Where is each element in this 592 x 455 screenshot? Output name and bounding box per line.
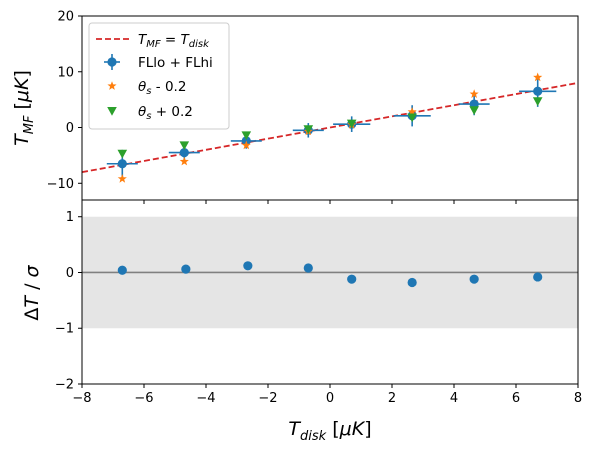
data-point-triangle-down [179,141,190,151]
legend-label-fllo-flhi: FLlo + FLhi [138,55,213,71]
legend-marker-circle [107,57,117,67]
legend-label-theta-minus: θs - 0.2 [138,79,186,97]
x-tick-label: −6 [134,391,153,406]
residual-point [407,277,417,288]
x-tick-label: 6 [512,391,520,406]
residual-point [117,265,127,275]
bottom-panel: −2 −1 0 1 −8 −6 −4 −2 0 2 4 6 8 ΔT / σ Tdisk [μK] [21,199,582,444]
data-point-triangle-down [469,106,479,116]
legend-marker-star [107,81,117,90]
y-tick-label: 10 [57,65,74,80]
data-point-star [407,107,417,116]
data-point-star [533,72,543,82]
data-point-triangle-down [532,97,543,107]
x-tick-label: 8 [574,391,582,406]
data-point-star [469,89,479,98]
y-tick-label: 0 [66,121,74,136]
x-tick-label: 2 [388,391,396,406]
data-point-star [241,140,251,150]
x-axis-label: Tdisk [μK] [288,418,371,444]
x-tick-label: 4 [450,391,458,406]
data-point-star [117,174,127,183]
residual-point [469,274,479,284]
residual-point [303,263,313,273]
data-point-triangle-down [407,113,417,123]
data-point-circle [533,86,543,96]
reference-line [81,82,579,174]
y-tick-label: −2 [55,378,74,393]
residual-point [533,272,543,282]
legend-ref-line-label: TMF = Tdisk [138,32,210,50]
residual-point [181,264,191,274]
y-tick-label: −1 [55,322,74,337]
top-y-axis-label: TMF [μK] [11,70,37,146]
x-tick-label: −4 [196,391,215,406]
x-tick-label: 0 [326,391,334,406]
data-point-triangle-down [241,131,252,141]
legend: TMF = Tdisk FLlo + FLhi θs - 0.2 θs + 0.2 [88,22,230,130]
data-point-star [179,156,189,166]
data-point-circle [179,148,189,158]
y-tick-label: −10 [47,177,74,192]
residual-point [243,261,253,271]
data-point-triangle-down [117,149,128,159]
top-panel: −10 0 10 20 TMF [μK] TMF = Tdisk FLlo + FLh… [11,10,579,204]
residual-point [347,274,357,284]
x-tick-label: −2 [258,391,277,406]
data-point-triangle-down [303,125,314,134]
bottom-y-axis-label: ΔT / σ [21,264,43,320]
legend-marker-triangle-down [107,107,117,116]
legend-box [88,22,230,130]
y-tick-label: 1 [66,210,74,225]
data-point-triangle-down [346,119,357,129]
legend-label-theta-plus: θs + 0.2 [138,104,193,122]
y-tick-label: 20 [57,10,74,25]
data-point-circle [117,159,127,169]
y-tick-label: 0 [66,266,74,281]
x-tick-label: −8 [72,391,91,406]
